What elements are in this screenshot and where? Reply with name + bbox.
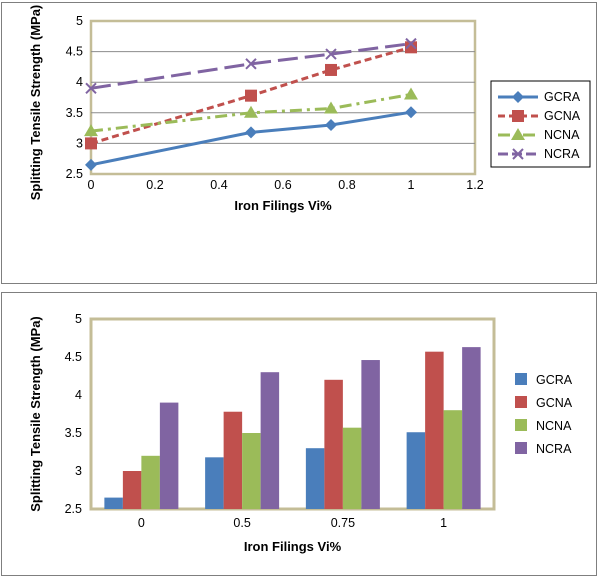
bar-chart-panel: 2.5 3 3.5 4 4.5 5 0 0.5 0.75 1 Iron Filings Vi% Spl… (1, 292, 597, 576)
data-point-NCNA (404, 87, 418, 100)
bar-NCNA (141, 455, 160, 509)
bar-GCNA (122, 471, 142, 509)
bar-GCRA (205, 457, 224, 509)
y-tick-label: 3 (75, 464, 82, 478)
y-tick-label: 5 (76, 14, 83, 28)
line-chart-panel: 2.5 3 3.5 4 4.5 5 0 0.2 0.4 0.6 0.8 1 1.2 Iron Filing… (1, 2, 597, 284)
x-tick-label: 0.8 (338, 178, 355, 192)
bar-NCNA (342, 427, 362, 509)
data-point-GCRA (325, 119, 337, 132)
bar-NCRA (462, 347, 481, 509)
legend-marker-GCRA (512, 91, 524, 103)
bar-GCNA (324, 379, 343, 509)
bar-NCRA (159, 402, 179, 509)
bar-NCNA (443, 410, 463, 509)
legend-label-NCRA: NCRA (536, 442, 572, 456)
x-tick-label: 0 (88, 178, 95, 192)
y-tick-label: 2.5 (65, 502, 82, 516)
x-tick-label: 0.6 (274, 178, 291, 192)
data-point-GCNA (85, 137, 97, 150)
legend-label-GCNA: GCNA (536, 396, 573, 410)
legend-label-GCNA: GCNA (544, 109, 581, 123)
data-point-NCRA (85, 82, 97, 95)
bar-NCRA (361, 360, 380, 509)
data-point-GCNA (405, 41, 417, 54)
series-line-GCNA (90, 45, 412, 145)
x-tick-label: 0.4 (210, 178, 227, 192)
series-line-NCRA (90, 42, 412, 90)
y-tick-label: 4.5 (65, 350, 82, 364)
line-chart: 2.5 3 3.5 4 4.5 5 0 0.2 0.4 0.6 0.8 1 1.2 Iron Filing… (28, 5, 591, 213)
y-tick-label: 4 (75, 388, 82, 402)
legend-label-NCRA: NCRA (544, 147, 580, 161)
legend-label-NCNA: NCNA (536, 419, 572, 433)
bar-GCRA (406, 432, 426, 509)
data-point-GCRA (85, 158, 97, 171)
legend-swatch-GCRA (515, 373, 527, 385)
x-tick-label: 0 (138, 516, 145, 530)
data-point-NCNA (244, 105, 258, 118)
y-tick-label: 3.5 (66, 106, 83, 120)
y-tick-label: 2.5 (66, 167, 83, 181)
data-point-GCNA (325, 63, 337, 76)
series-line-GCRA (90, 110, 412, 167)
bar-chart: 2.5 3 3.5 4 4.5 5 0 0.5 0.75 1 Iron Filings Vi% Spl… (28, 312, 573, 554)
x-axis-title: Iron Filings Vi% (234, 198, 332, 213)
bar-GCRA (104, 497, 123, 509)
y-tick-label: 3 (76, 136, 83, 150)
data-point-GCRA (245, 126, 257, 139)
data-point-NCNA (324, 101, 338, 114)
bar-GCNA (223, 411, 243, 509)
data-point-NCNA (84, 124, 98, 137)
legend-marker-GCNA (512, 110, 524, 122)
y-tick-label: 5 (75, 312, 82, 326)
legend-marker-NCRA (512, 148, 524, 160)
x-tick-label: 1 (408, 178, 415, 192)
data-point-GCNA (245, 89, 257, 102)
legend-swatch-GCNA (515, 396, 527, 408)
x-tick-label: 0.2 (146, 178, 163, 192)
legend-label-NCNA: NCNA (544, 128, 580, 142)
x-tick-label: 1.2 (466, 178, 483, 192)
bar-NCRA (260, 372, 280, 509)
data-point-NCRA (405, 37, 417, 50)
y-tick-label: 3.5 (65, 426, 82, 440)
data-point-GCRA (405, 106, 417, 119)
bar-GCNA (425, 351, 444, 509)
bar-GCRA (305, 448, 325, 509)
legend-label-GCRA: GCRA (536, 373, 573, 387)
x-tick-label: 0.5 (233, 516, 250, 530)
series-line-NCNA (90, 92, 412, 133)
legend-swatch-NCRA (515, 442, 527, 454)
data-point-NCRA (325, 48, 337, 60)
x-tick-label: 1 (440, 516, 447, 530)
legend-label-GCRA: GCRA (544, 90, 581, 104)
y-axis-title: Splitting Tensile Strength (MPa) (28, 316, 43, 511)
x-axis-title: Iron Filings Vi% (244, 539, 342, 554)
bar-NCNA (242, 433, 261, 509)
y-axis-title: Splitting Tensile Strength (MPa) (28, 5, 43, 200)
data-point-NCRA (245, 58, 257, 70)
y-tick-label: 4.5 (66, 45, 83, 59)
plot-area (89, 19, 477, 176)
legend-marker-NCNA (511, 128, 525, 140)
y-tick-label: 4 (76, 75, 83, 89)
x-tick-label: 0.75 (331, 516, 355, 530)
legend-swatch-NCNA (515, 419, 527, 431)
